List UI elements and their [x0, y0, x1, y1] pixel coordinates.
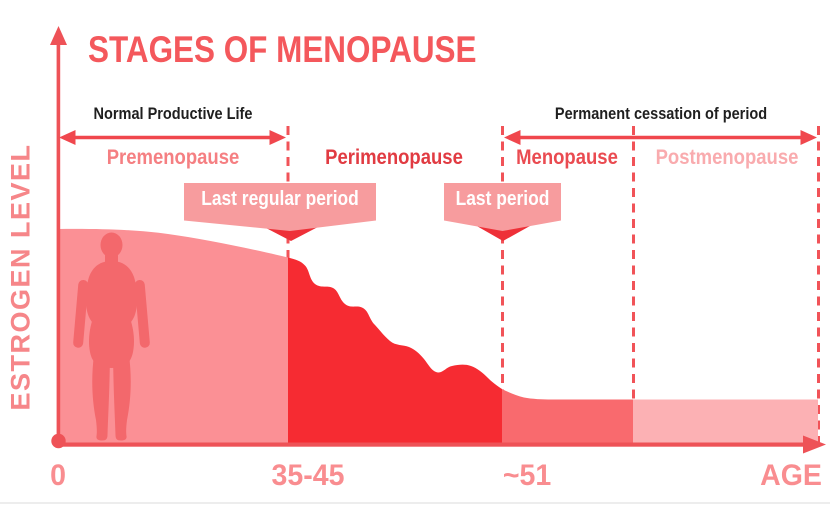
- woman-silhouette: [73, 232, 150, 441]
- x-tick-0: 0: [50, 459, 66, 492]
- x-tick-35-45: 35-45: [271, 459, 345, 492]
- stage-label-postmenopause: Postmenopause: [655, 145, 799, 169]
- range-arrow-normal-productive-life: [59, 130, 286, 145]
- y-axis-line: [56, 43, 61, 443]
- x-tick-51: ~51: [502, 459, 552, 492]
- callout-badge-last-regular-period: [184, 183, 376, 241]
- callout-text-last-regular-period: Last regular period: [201, 188, 359, 210]
- origin-dot: [51, 433, 66, 449]
- perimenopause-area: [288, 257, 502, 443]
- postmenopause-area: [633, 399, 818, 443]
- x-tick-age: AGE: [760, 459, 822, 492]
- bracket-label-permanent-cessation: Permanent cessation of period: [554, 105, 768, 123]
- callout-badge-last-period: [444, 183, 561, 241]
- range-arrow-permanent-cessation: [504, 130, 817, 145]
- x-axis-arrow-icon: [803, 435, 826, 454]
- bracket-label-normal-productive-life: Normal Productive Life: [93, 105, 253, 123]
- x-axis-line: [57, 442, 814, 447]
- stage-label-premenopause: Premenopause: [106, 145, 240, 169]
- y-axis-arrow-icon: [50, 26, 67, 45]
- stage-label-perimenopause: Perimenopause: [325, 145, 463, 169]
- callout-text-last-period: Last period: [455, 188, 550, 210]
- menopause-area: [502, 389, 633, 443]
- bottom-divider-line: [0, 502, 830, 504]
- stage-label-menopause: Menopause: [516, 145, 618, 169]
- chart-title: STAGES OF MENOPAUSE: [88, 29, 477, 70]
- y-axis-label: ESTROGEN LEVEL: [5, 143, 36, 411]
